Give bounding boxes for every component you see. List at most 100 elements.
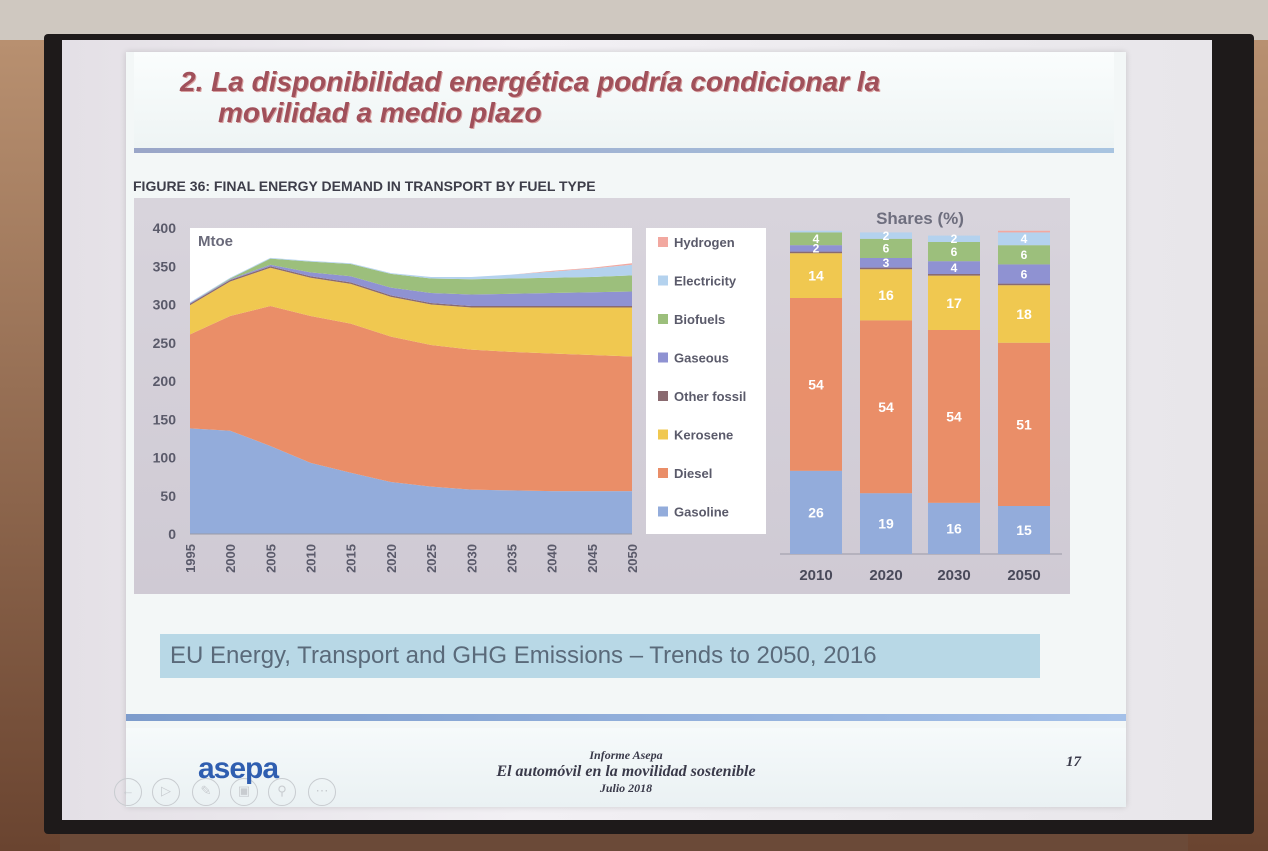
y-tick-label: 200 <box>153 373 177 389</box>
legend-label-hydrogen: Hydrogen <box>674 235 735 250</box>
bar-value-label: 19 <box>878 516 894 532</box>
bar-2030-biofuels <box>928 242 980 262</box>
area-layer <box>190 257 632 534</box>
page-number: 17 <box>1066 754 1081 770</box>
asepa-logo: asepa <box>198 752 279 788</box>
legend-label-electricity: Electricity <box>674 274 737 289</box>
bar-value-label: 6 <box>1021 267 1028 281</box>
shares-title: Shares (%) <box>876 209 964 228</box>
bar-2050-kerosene <box>998 285 1050 343</box>
bar-value-label: 51 <box>1016 416 1032 432</box>
bar-2010-other-fossil <box>790 251 842 254</box>
x-tick-label: 2025 <box>424 544 439 573</box>
bar-2020-diesel <box>860 320 912 494</box>
footer-line3: Julio 2018 <box>599 781 653 795</box>
y-tick-label: 100 <box>153 450 177 466</box>
bar-2010-diesel <box>790 298 842 471</box>
bar-2030-electricity <box>928 235 980 242</box>
y-tick-label: 350 <box>153 258 177 274</box>
bar-2030-other-fossil <box>928 274 980 276</box>
bar-2050-other-fossil <box>998 283 1050 286</box>
legend-label-kerosene: Kerosene <box>674 428 733 443</box>
y-tick-label: 50 <box>160 488 176 504</box>
bar-2020-other-fossil <box>860 267 912 270</box>
nav-more-button[interactable]: ⋯ <box>308 778 336 806</box>
bar-2050-electricity <box>998 232 1050 246</box>
legend-label-gasoline: Gasoline <box>674 505 729 520</box>
y-tick-label: 300 <box>153 297 177 313</box>
bar-value-label: 16 <box>946 520 962 536</box>
bar-2010-gasoline <box>790 470 842 554</box>
area-other-fossil <box>190 266 632 308</box>
slide-title-line1: 2. La disponibilidad energética podría c… <box>180 66 881 97</box>
legend-swatch-kerosene <box>658 429 668 440</box>
slide-title: 2. La disponibilidad energética podría c… <box>180 66 1080 128</box>
arrow-left-icon: ← <box>121 783 135 798</box>
bar-value-label: 54 <box>946 408 962 424</box>
legend-swatch-gasoline <box>658 506 668 517</box>
bar-2020-biofuels <box>860 238 912 258</box>
slide-title-line2: movilidad a medio plazo <box>218 97 542 128</box>
bar-2050-gasoline <box>998 506 1050 554</box>
nav-slides-button[interactable]: ▣ <box>230 778 258 806</box>
nav-previous-button[interactable]: ▷ <box>152 778 180 806</box>
area-gasoline <box>190 428 632 534</box>
nav-pen-button[interactable]: ✎ <box>192 778 220 806</box>
bar-value-label: 54 <box>878 399 894 415</box>
nav-zoom-button[interactable]: ⚲ <box>268 778 296 806</box>
bar-value-label: 16 <box>878 287 894 303</box>
bar-2010-kerosene <box>790 253 842 298</box>
legend-label-other-fossil: Other fossil <box>674 389 746 404</box>
bar-value-label: 6 <box>951 245 958 259</box>
y-tick-label: 0 <box>168 526 176 542</box>
area-biofuels <box>190 258 632 303</box>
bar-value-label: 4 <box>951 261 958 275</box>
bar-2030-gasoline <box>928 502 980 554</box>
share-bars: 2654142420101954163622020165417462203015… <box>780 229 1062 584</box>
y-tick-label: 400 <box>153 220 177 236</box>
unit-label: Mtoe <box>198 233 233 250</box>
bar-value-label: 3 <box>883 256 890 270</box>
room-ceiling <box>0 0 1268 40</box>
title-divider <box>134 148 1114 153</box>
more-icon: ⋯ <box>315 783 329 798</box>
x-tick-label: 2035 <box>504 544 519 573</box>
area-kerosene <box>190 267 632 357</box>
area-diesel <box>190 306 632 492</box>
bar-2010-gaseous <box>790 245 842 252</box>
bar-value-label: 2 <box>883 229 890 243</box>
source-box: EU Energy, Transport and GHG Emissions –… <box>160 634 1040 678</box>
bar-value-label: 18 <box>1016 306 1032 322</box>
bar-value-label: 17 <box>946 295 962 311</box>
bar-2020-gasoline <box>860 493 912 554</box>
legend-swatch-diesel <box>658 468 668 478</box>
pen-icon: ✎ <box>200 783 212 798</box>
bar-2030-gaseous <box>928 261 980 274</box>
bar-value-label: 2 <box>813 242 820 256</box>
bar-value-label: 6 <box>883 242 890 256</box>
nav-first-button[interactable]: ← <box>114 778 142 806</box>
slides-icon: ▣ <box>237 783 251 798</box>
bar-value-label: 26 <box>808 504 824 520</box>
bar-value-label: 6 <box>1021 248 1028 262</box>
bar-2050-biofuels <box>998 245 1050 265</box>
bar-category-label: 2010 <box>799 567 832 584</box>
x-tick-label: 1995 <box>183 544 198 573</box>
x-tick-label: 2020 <box>384 544 399 573</box>
bar-2050-gaseous <box>998 264 1050 284</box>
logo-text: asepa <box>198 752 279 785</box>
x-tick-label: 2040 <box>545 544 560 573</box>
bar-2020-gaseous <box>860 258 912 268</box>
x-tick-label: 2030 <box>464 544 479 573</box>
play-icon: ▷ <box>161 783 171 798</box>
footer-line2: El automóvil en la movilidad sostenible <box>496 763 756 780</box>
bar-value-label: 54 <box>808 376 824 392</box>
x-tick-label: 2000 <box>223 544 238 573</box>
bar-2010-biofuels <box>790 232 842 246</box>
footer-divider <box>126 714 1126 721</box>
legend-label-gaseous: Gaseous <box>674 351 729 366</box>
bar-2050-hydrogen <box>998 230 1050 233</box>
footer-text: Informe Asepa El automóvil en la movilid… <box>426 748 826 796</box>
area-axes: 0 50 100 150 200 250 300 350 400 1995 2000 2005 2010… <box>153 220 640 573</box>
area-gaseous <box>190 264 632 307</box>
